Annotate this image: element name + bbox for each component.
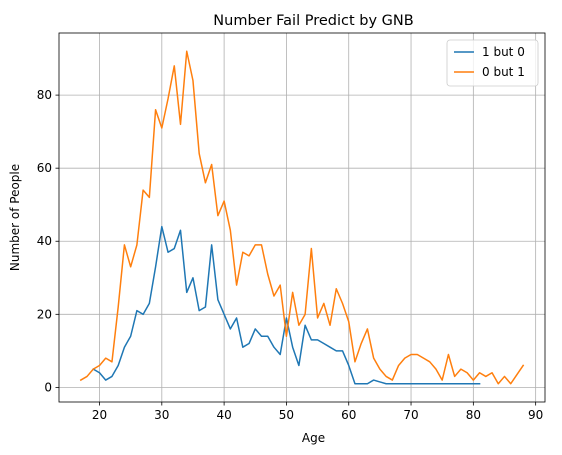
x-tick-label: 50 [279, 408, 294, 422]
x-axis-label: Age [302, 431, 325, 445]
series-lines [79, 50, 525, 385]
legend-label: 0 but 1 [482, 65, 525, 79]
x-tick-label: 70 [403, 408, 418, 422]
y-axis-label: Number of People [8, 164, 22, 271]
axis-ticks: 20 30 40 50 60 70 80 90 0 20 40 60 80 [37, 88, 544, 422]
grid-lines [59, 33, 545, 402]
x-tick-label: 40 [216, 408, 231, 422]
chart-title: Number Fail Predict by GNB [213, 13, 413, 29]
y-tick-label: 40 [37, 234, 52, 248]
plot-frame [58, 32, 546, 403]
legend-label: 1 but 0 [482, 45, 525, 59]
x-tick-label: 80 [466, 408, 481, 422]
y-tick-label: 20 [37, 307, 52, 321]
x-tick-label: 60 [341, 408, 356, 422]
x-tick-label: 30 [154, 408, 169, 422]
x-tick-label: 90 [528, 408, 543, 422]
legend: 1 but 0 0 but 1 [446, 39, 539, 87]
series-line-2 [79, 50, 525, 385]
x-tick-label: 20 [92, 408, 107, 422]
y-tick-label: 60 [37, 161, 52, 175]
y-tick-label: 0 [44, 380, 52, 394]
series-line-1 [92, 225, 481, 385]
y-tick-label: 80 [37, 88, 52, 102]
